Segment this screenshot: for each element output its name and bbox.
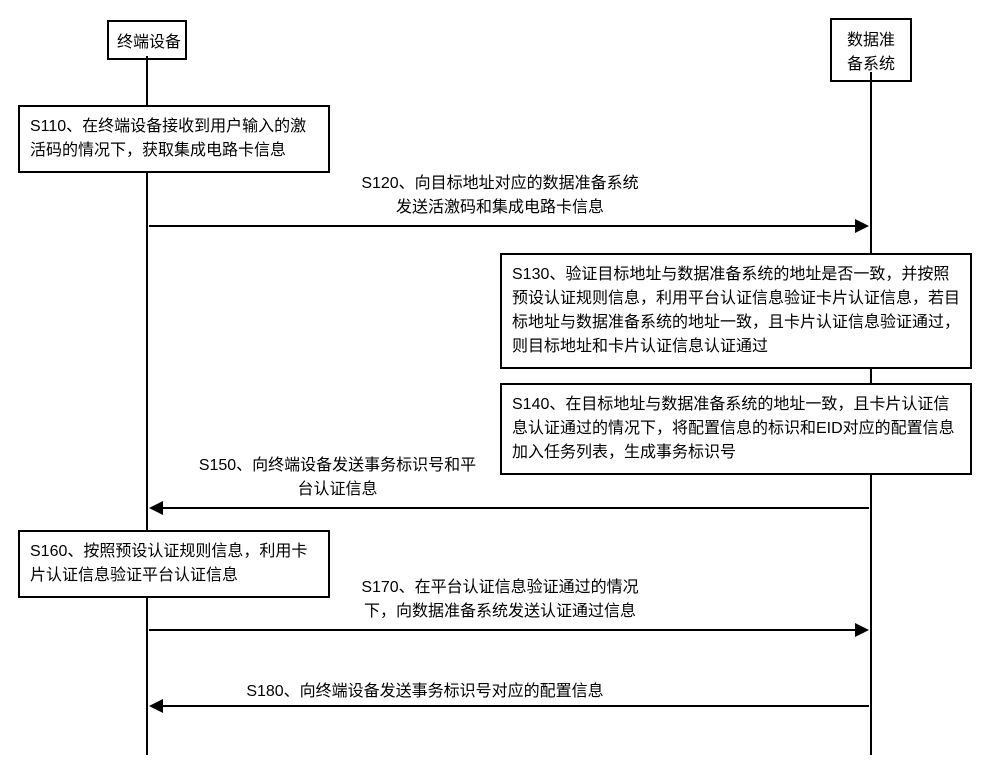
step-s130-box: S130、验证目标地址与数据准备系统的地址是否一致，并按照预设认证规则信息，利用…	[500, 253, 972, 369]
step-s120-arrow-line	[149, 225, 861, 227]
step-s170-arrow-head	[855, 623, 869, 637]
step-s120-label: S120、向目标地址对应的数据准备系统 发送活激码和集成电路卡信息	[340, 172, 660, 220]
step-s170-label: S170、在平台认证信息验证通过的情况 下，向数据准备系统发送认证通过信息	[340, 576, 660, 624]
step-s130-text: S130、验证目标地址与数据准备系统的地址是否一致，并按照预设认证规则信息，利用…	[512, 266, 960, 355]
actor-terminal-label: 终端设备	[117, 34, 181, 51]
sequence-diagram-canvas: 终端设备 数据准备系统 S110、在终端设备接收到用户输入的激活码的情况下，获取…	[0, 0, 1000, 766]
step-s120-line2: 发送活激码和集成电路卡信息	[340, 196, 660, 220]
step-s170-line2: 下，向数据准备系统发送认证通过信息	[340, 600, 660, 624]
step-s180-arrow-head	[149, 699, 163, 713]
step-s160-box: S160、按照预设认证规则信息，利用卡片认证信息验证平台认证信息	[18, 530, 330, 598]
actor-terminal-box: 终端设备	[107, 20, 187, 60]
step-s180-line1: S180、向终端设备发送事务标识号对应的配置信息	[220, 680, 630, 704]
step-s150-arrow-head	[149, 501, 163, 515]
step-s120-line1: S120、向目标地址对应的数据准备系统	[340, 172, 660, 196]
step-s150-line2: 台认证信息	[180, 478, 495, 502]
actor-dataprep-label: 数据准备系统	[847, 32, 895, 73]
step-s170-line1: S170、在平台认证信息验证通过的情况	[340, 576, 660, 600]
step-s160-text: S160、按照预设认证规则信息，利用卡片认证信息验证平台认证信息	[30, 543, 307, 584]
step-s180-arrow-line	[157, 705, 869, 707]
step-s150-label: S150、向终端设备发送事务标识号和平 台认证信息	[180, 454, 495, 502]
step-s180-label: S180、向终端设备发送事务标识号对应的配置信息	[220, 680, 630, 704]
step-s150-arrow-line	[157, 507, 869, 509]
step-s140-box: S140、在目标地址与数据准备系统的地址一致，且卡片认证信息认证通过的情况下，将…	[500, 383, 972, 475]
step-s120-arrow-head	[855, 219, 869, 233]
step-s170-arrow-line	[149, 629, 861, 631]
step-s140-text: S140、在目标地址与数据准备系统的地址一致，且卡片认证信息认证通过的情况下，将…	[512, 396, 955, 461]
step-s150-line1: S150、向终端设备发送事务标识号和平	[180, 454, 495, 478]
step-s110-box: S110、在终端设备接收到用户输入的激活码的情况下，获取集成电路卡信息	[18, 105, 330, 173]
step-s110-text: S110、在终端设备接收到用户输入的激活码的情况下，获取集成电路卡信息	[30, 118, 306, 159]
